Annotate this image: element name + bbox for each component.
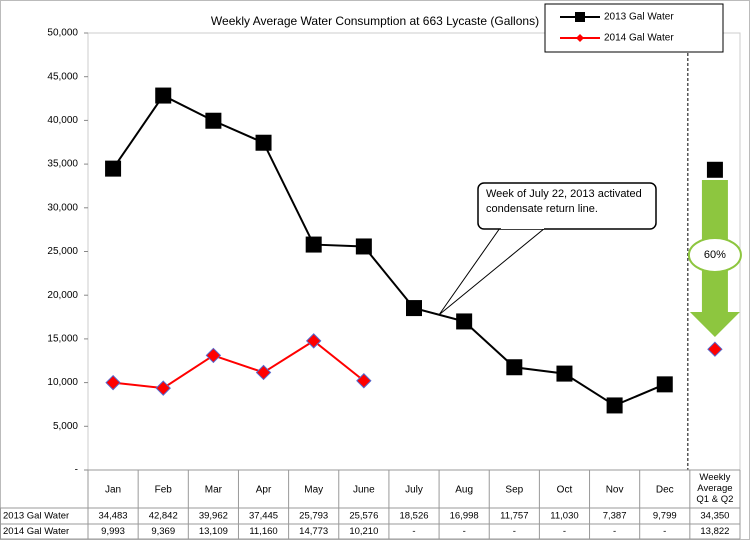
table-cell: 9,369	[151, 526, 175, 537]
callout	[477, 182, 657, 230]
marker	[556, 365, 573, 382]
marker	[706, 161, 723, 178]
series-line	[112, 339, 365, 390]
marker	[456, 313, 473, 330]
table-cell: 34,350	[700, 511, 729, 522]
table-cell: 11,160	[249, 526, 277, 537]
legend-label: 2014 Gal Water	[604, 33, 674, 44]
legend	[544, 3, 724, 53]
marker	[305, 333, 322, 349]
marker	[356, 373, 372, 389]
x-tick-label-box: Weekly Average Q1 & Q2	[696, 472, 734, 505]
marker	[255, 364, 272, 381]
y-tick-label: 20,000	[47, 290, 78, 301]
y-tick-label: 40,000	[47, 115, 78, 126]
table-cell: 42,842	[149, 511, 178, 522]
x-tick-label: Feb	[155, 485, 173, 496]
table-cell: 25,793	[299, 511, 328, 522]
table-cell: 13,822	[700, 526, 729, 537]
y-tick-label: 50,000	[47, 28, 78, 39]
table-cell: 11,757	[500, 511, 528, 522]
marker	[506, 359, 523, 376]
legend-marker	[576, 34, 584, 42]
x-tick-label: Weekly Average Q1 & Q2	[696, 472, 734, 505]
x-tick-label: Apr	[256, 485, 272, 496]
marker	[305, 236, 322, 253]
table-cell: -	[412, 526, 415, 537]
y-tick-label: -	[75, 465, 78, 476]
y-tick-label: 25,000	[47, 246, 78, 257]
x-tick-label: Nov	[606, 485, 624, 496]
table-cell: 16,998	[450, 511, 479, 522]
table-cell: 10,210	[349, 526, 378, 537]
percent-badge	[687, 237, 742, 273]
annotation-box: Week of July 22, 2013 activated condensa…	[486, 188, 642, 215]
legend-marker	[575, 12, 585, 22]
x-tick-label: Sep	[505, 485, 523, 496]
y-tick-label: 10,000	[47, 377, 78, 388]
series-line	[112, 94, 666, 407]
table-row-label: 2014 Gal Water	[3, 526, 69, 537]
marker	[105, 160, 122, 177]
table-cell: -	[563, 526, 566, 537]
x-tick-label: June	[353, 485, 375, 496]
marker	[205, 347, 222, 364]
x-tick-label: July	[405, 485, 423, 496]
table-cell: -	[513, 526, 516, 537]
annotation: Week of July 22, 2013 activated condensa…	[486, 188, 642, 215]
table-cell: -	[663, 526, 666, 537]
table-cell: 39,962	[199, 511, 228, 522]
table-cell: 34,483	[99, 511, 128, 522]
table-cell: 18,526	[399, 511, 428, 522]
y-tick-label: 45,000	[47, 71, 78, 82]
marker	[606, 397, 623, 414]
x-tick-label: Mar	[205, 485, 223, 496]
table-cell: 37,445	[249, 511, 278, 522]
legend-label: 2013 Gal Water	[604, 12, 674, 23]
marker	[355, 238, 372, 255]
table-cell: 7,387	[603, 511, 627, 522]
marker	[105, 374, 121, 391]
y-tick-label: 5,000	[53, 421, 78, 432]
marker	[255, 134, 272, 151]
x-tick-label: May	[304, 485, 323, 496]
x-tick-label: Dec	[656, 485, 674, 496]
marker	[707, 341, 723, 357]
y-tick-label: 15,000	[47, 334, 78, 345]
annotation: 60%	[704, 249, 726, 261]
table-cell: 11,030	[550, 511, 578, 522]
table-cell: 9,993	[101, 526, 125, 537]
chart-title: Weekly Average Water Consumption at 663 …	[211, 14, 539, 28]
table-cell: 13,109	[199, 526, 228, 537]
table-cell: 14,773	[299, 526, 328, 537]
table-cell: 25,576	[349, 511, 378, 522]
x-tick-label: Aug	[455, 485, 473, 496]
marker	[656, 376, 673, 393]
table-row-label: 2013 Gal Water	[3, 511, 69, 522]
y-tick-label: 30,000	[47, 202, 78, 213]
marker	[155, 380, 171, 396]
table-cell: -	[463, 526, 466, 537]
x-tick-label: Oct	[557, 485, 573, 496]
marker	[406, 300, 422, 317]
x-tick-label: Jan	[105, 485, 121, 496]
table-cell: -	[613, 526, 616, 537]
marker	[155, 87, 172, 104]
marker	[205, 112, 222, 129]
table-cell: 9,799	[653, 511, 677, 522]
y-tick-label: 35,000	[47, 159, 78, 170]
